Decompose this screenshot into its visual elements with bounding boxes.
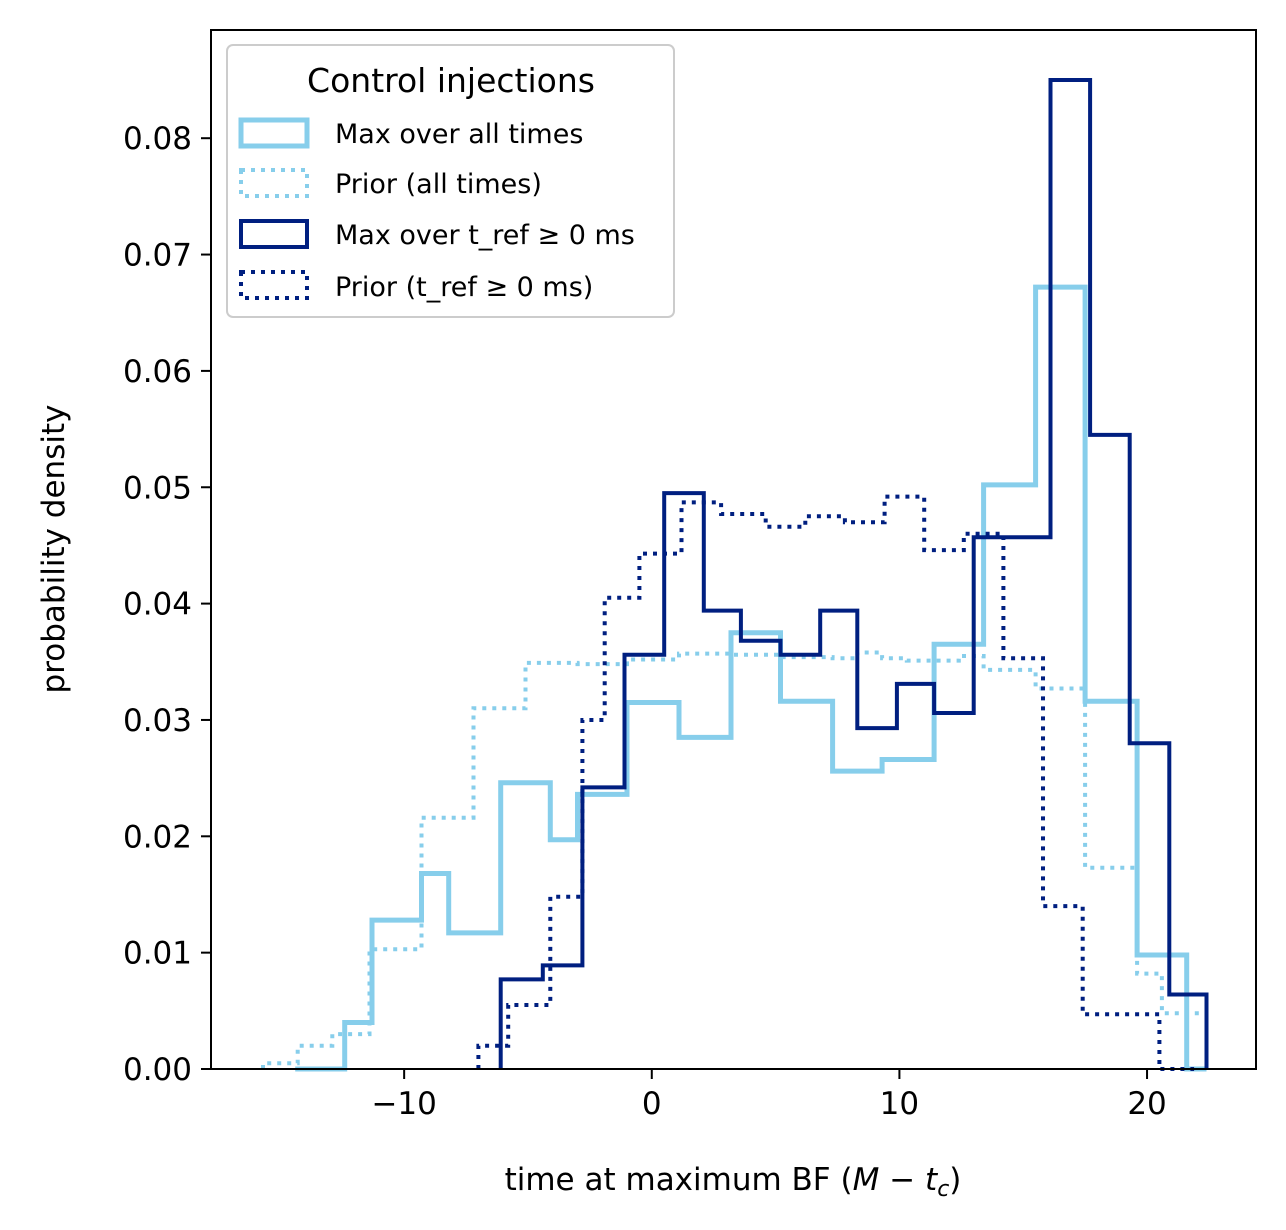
histogram-series-3: [476, 494, 1195, 1071]
legend-label-prior-tref: Prior (t_ref ≥ 0 ms): [335, 272, 593, 303]
y-tick-label: 0.06: [123, 354, 192, 390]
y-tick-label: 0.07: [123, 238, 192, 274]
x-axis-title: time at maximum BF (M − tc): [505, 1162, 962, 1202]
y-tick-label: 0.01: [123, 936, 192, 972]
y-tick-label: 0.08: [123, 121, 192, 157]
x-tick-label: 10: [880, 1086, 919, 1122]
histogram-series-1: [261, 650, 1209, 1069]
y-axis-title: probability density: [36, 405, 72, 694]
y-tick-label: 0.02: [123, 819, 192, 855]
legend-swatch-prior-all: [239, 168, 309, 198]
x-axis: −10 0 10 20: [371, 1069, 1167, 1122]
y-tick-label: 0.03: [123, 703, 192, 739]
y-tick-label: 0.00: [123, 1052, 192, 1088]
axes-frame: [210, 29, 1257, 1070]
legend-box: [226, 44, 675, 318]
legend-title: Control injections: [307, 61, 595, 100]
x-tick-label: −10: [371, 1086, 436, 1122]
y-tick-label: 0.05: [123, 470, 192, 506]
legend-swatch-prior-tref: [239, 270, 309, 300]
x-tick-label: 0: [642, 1086, 662, 1122]
histogram-series-2: [498, 78, 1209, 1069]
y-axis: 0.00 0.01 0.02 0.03 0.04 0.05 0.06 0.07 0.08: [123, 121, 211, 1088]
legend-label-max-all: Max over all times: [335, 119, 583, 150]
legend-swatch-max-tref: [239, 219, 309, 249]
legend: Control injections Max over all times Pr…: [226, 44, 675, 318]
series-layer: [261, 78, 1209, 1072]
legend-swatch-max-all: [238, 117, 310, 149]
legend-label-max-tref: Max over t_ref ≥ 0 ms: [335, 220, 635, 251]
x-tick-label: 20: [1127, 1086, 1166, 1122]
histogram-series-0: [295, 284, 1207, 1072]
y-tick-label: 0.04: [123, 587, 192, 623]
legend-label-prior-all: Prior (all times): [335, 169, 542, 200]
